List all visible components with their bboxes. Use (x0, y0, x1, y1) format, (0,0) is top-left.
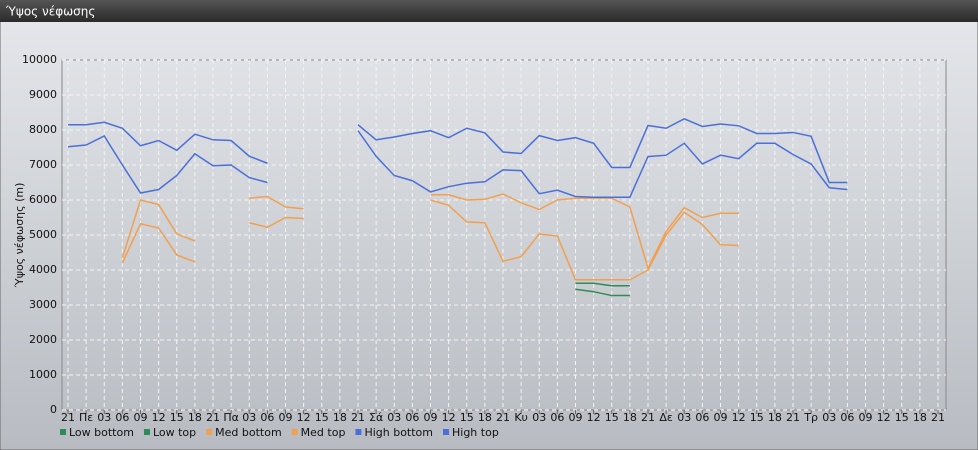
y-axis-label: Ύψος νέφωσης (m) (13, 183, 26, 289)
x-tick-label: 21 (351, 411, 365, 424)
chart-title: Ύψος νέφωσης (5, 5, 95, 19)
x-tick-label: 03 (677, 411, 691, 424)
series-line (575, 282, 630, 287)
y-tick-label: 1000 (29, 368, 57, 381)
x-tick-label: 03 (387, 411, 401, 424)
y-tick-label: 9000 (29, 88, 57, 101)
legend-marker (206, 429, 213, 435)
x-tick-label: 09 (424, 411, 438, 424)
y-tick-label: 3000 (29, 298, 57, 311)
title-bar (0, 0, 978, 22)
x-tick-label: 12 (732, 411, 746, 424)
x-tick-label: 21 (641, 411, 655, 424)
x-tick-label: 03 (532, 411, 546, 424)
x-tick-label: 18 (623, 411, 637, 424)
x-tick-label: 06 (405, 411, 419, 424)
y-tick-label: 0 (50, 403, 57, 416)
y-tick-label: 2000 (29, 333, 57, 346)
x-tick-label: Τρ (803, 411, 818, 424)
legend-marker (143, 429, 150, 435)
x-tick-label: 18 (913, 411, 927, 424)
series-line (575, 288, 630, 297)
x-tick-label: Σά (369, 411, 383, 424)
x-tick-label: 09 (279, 411, 293, 424)
x-tick-label: 12 (442, 411, 456, 424)
x-tick-label: 21 (496, 411, 510, 424)
x-tick-label: 12 (152, 411, 166, 424)
x-tick-label: 09 (714, 411, 728, 424)
x-tick-label: Πε (79, 411, 93, 424)
x-tick-label: 15 (895, 411, 909, 424)
x-tick-label: 06 (115, 411, 129, 424)
x-tick-label: 18 (188, 411, 202, 424)
y-tick-label: 6000 (29, 193, 57, 206)
x-tick-label: 15 (315, 411, 329, 424)
x-tick-label: 06 (550, 411, 564, 424)
legend-label: Low bottom (69, 426, 134, 439)
x-tick-label: 03 (242, 411, 256, 424)
x-tick-label: 18 (478, 411, 492, 424)
x-tick-label: 15 (460, 411, 474, 424)
y-tick-label: 5000 (29, 228, 57, 241)
y-tick-label: 8000 (29, 123, 57, 136)
series-line (67, 130, 848, 198)
x-tick-label: 03 (822, 411, 836, 424)
legend-label: Med bottom (215, 426, 282, 439)
series-line (68, 117, 848, 184)
x-tick-label: 21 (206, 411, 220, 424)
x-tick-label: 15 (170, 411, 184, 424)
legend-label: Low top (153, 426, 196, 439)
x-tick-label: 12 (877, 411, 891, 424)
x-tick-label: 09 (569, 411, 583, 424)
legend-marker (60, 429, 66, 435)
legend-label: High bottom (364, 426, 433, 439)
x-tick-label: 06 (695, 411, 709, 424)
x-tick-label: 12 (587, 411, 601, 424)
x-tick-label: 09 (134, 411, 148, 424)
y-tick-label: 10000 (22, 53, 57, 66)
x-tick-label: 21 (931, 411, 945, 424)
legend-marker (355, 429, 362, 435)
x-tick-label: 21 (61, 411, 75, 424)
x-tick-label: 06 (260, 411, 274, 424)
x-tick-label: 03 (97, 411, 111, 424)
series-line (121, 193, 739, 271)
legend-marker (291, 429, 298, 435)
y-tick-label: 4000 (29, 263, 57, 276)
x-tick-label: 21 (786, 411, 800, 424)
x-tick-label: Δε (659, 411, 673, 424)
y-tick-label: 7000 (29, 158, 57, 171)
x-tick-label: 12 (297, 411, 311, 424)
x-tick-label: 06 (840, 411, 854, 424)
legend-marker (443, 429, 449, 435)
x-tick-label: 15 (605, 411, 619, 424)
x-tick-label: 09 (859, 411, 873, 424)
x-tick-label: Πα (223, 411, 239, 424)
x-tick-label: 15 (750, 411, 764, 424)
x-tick-label: 18 (333, 411, 347, 424)
legend-label: High top (452, 426, 499, 439)
legend-label: Med top (301, 426, 346, 439)
x-tick-label: 18 (768, 411, 782, 424)
x-tick-label: Κυ (514, 411, 528, 424)
series-line (121, 199, 739, 281)
